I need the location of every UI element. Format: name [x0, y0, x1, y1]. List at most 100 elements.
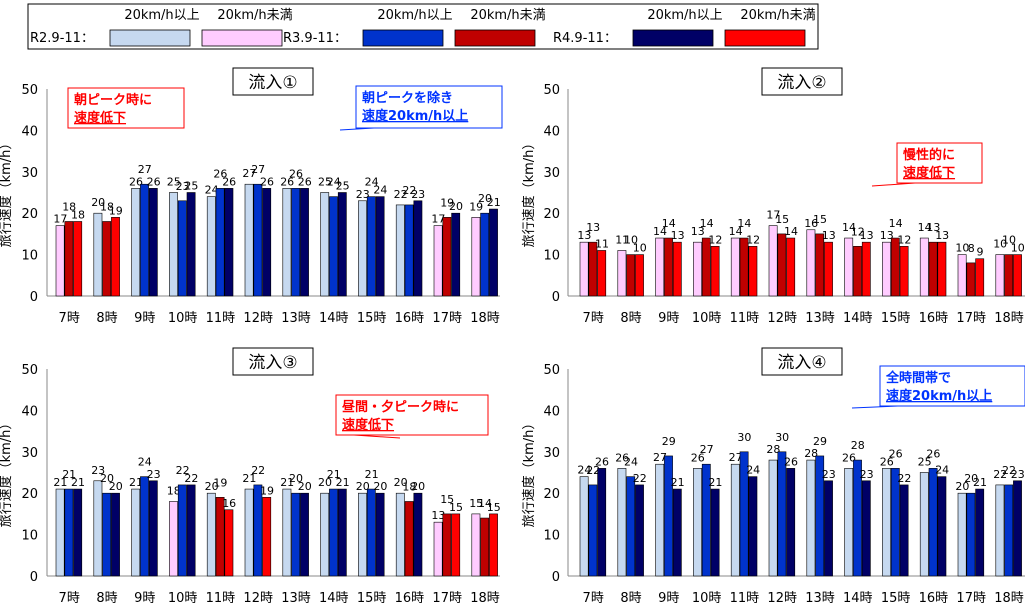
data-label: 21 [327, 468, 341, 481]
x-tick-label: 9時 [134, 311, 155, 326]
panel-title: 流入③ [248, 353, 297, 373]
data-label: 24 [373, 184, 387, 197]
data-label: 23 [1011, 468, 1025, 481]
bar [597, 468, 607, 577]
data-label: 19 [109, 204, 123, 217]
data-label: 30 [737, 431, 751, 444]
bar [995, 484, 1005, 577]
bar [882, 468, 891, 577]
bar [73, 488, 83, 577]
bar [224, 188, 234, 297]
bar [815, 455, 825, 577]
data-label: 20 [318, 476, 332, 489]
x-tick-label: 13時 [281, 311, 311, 326]
bar [282, 188, 292, 297]
data-label: 26 [280, 175, 294, 188]
data-label: 23 [411, 188, 425, 201]
legend: R2.9-11： 20km/h以上 20km/h未満 R3.9-11： 20km/h以上… [27, 3, 819, 50]
callout-text: 速度低下 [903, 165, 955, 181]
x-tick-label: 13時 [805, 591, 835, 604]
bar [64, 221, 74, 297]
data-label: 23 [356, 188, 370, 201]
bar [937, 241, 947, 297]
data-label: 10 [993, 238, 1007, 251]
bar [890, 468, 900, 577]
data-label: 14 [918, 221, 932, 234]
data-label: 22 [633, 472, 647, 485]
data-label: 25 [318, 176, 332, 189]
bar [131, 188, 141, 297]
data-label: 22 [251, 464, 265, 477]
data-label: 20 [449, 200, 463, 213]
data-label: 20 [373, 480, 387, 493]
data-label: 15 [440, 493, 454, 506]
y-tick-label: 30 [543, 166, 560, 181]
x-tick-label: 10時 [168, 591, 198, 604]
bar [617, 250, 627, 297]
y-tick-label: 40 [21, 124, 38, 139]
x-tick-label: 8時 [96, 311, 117, 326]
bar [1013, 254, 1022, 297]
data-label: 15 [813, 213, 827, 226]
bar [451, 212, 461, 297]
y-tick-label: 30 [21, 166, 38, 181]
bar [262, 188, 272, 297]
data-label: 25 [167, 176, 181, 189]
legend-swatch-ge20 [362, 29, 444, 47]
bar [966, 262, 976, 297]
x-tick-label: 12時 [767, 311, 797, 326]
data-label: 26 [222, 175, 236, 188]
bar [480, 517, 490, 577]
data-label: 18 [100, 200, 114, 213]
bar [111, 492, 120, 577]
y-tick-label: 20 [543, 487, 560, 502]
bar [102, 221, 112, 297]
bar [140, 183, 149, 297]
x-tick-label: 10時 [168, 311, 198, 326]
data-label: 26 [889, 447, 903, 460]
data-label: 19 [469, 200, 483, 213]
data-label: 13 [431, 509, 445, 522]
x-tick-label: 12時 [767, 591, 797, 604]
x-tick-label: 12時 [243, 311, 273, 326]
bar [937, 476, 947, 577]
data-label: 23 [147, 468, 161, 481]
callout-text: 全時間帯で [885, 370, 951, 386]
bar [730, 463, 740, 577]
bar [253, 183, 263, 297]
data-label: 11 [615, 233, 629, 246]
legend-lt20-label: 20km/h未満 [470, 8, 545, 23]
data-label: 14 [889, 217, 903, 230]
legend-swatch-ge20 [632, 29, 714, 47]
data-label: 24 [577, 464, 591, 477]
bar [768, 225, 778, 297]
data-label: 26 [129, 175, 143, 188]
x-tick-label: 12時 [243, 591, 273, 604]
legend-ge20-label: 20km/h以上 [377, 8, 452, 23]
x-tick-label: 14時 [319, 311, 349, 326]
data-label: 12 [708, 233, 722, 246]
x-tick-label: 18時 [994, 311, 1024, 326]
y-tick-label: 10 [21, 249, 38, 264]
x-tick-label: 18時 [470, 591, 500, 604]
x-tick-label: 8時 [620, 591, 641, 604]
data-label: 24 [624, 456, 638, 469]
legend-swatch-ge20 [109, 29, 191, 47]
data-label: 18 [71, 208, 85, 221]
x-tick-label: 7時 [583, 311, 604, 326]
x-tick-label: 7時 [59, 591, 80, 604]
data-label: 27 [251, 163, 265, 176]
bar [442, 217, 452, 297]
bar [957, 492, 967, 577]
x-tick-label: 11時 [206, 311, 236, 326]
data-label: 11 [595, 237, 609, 250]
y-tick-label: 0 [30, 570, 38, 585]
x-tick-label: 14時 [843, 311, 873, 326]
data-label: 26 [880, 455, 894, 468]
bar [131, 488, 141, 577]
data-label: 26 [615, 451, 629, 464]
data-label: 13 [860, 229, 874, 242]
x-tick-label: 7時 [583, 591, 604, 604]
